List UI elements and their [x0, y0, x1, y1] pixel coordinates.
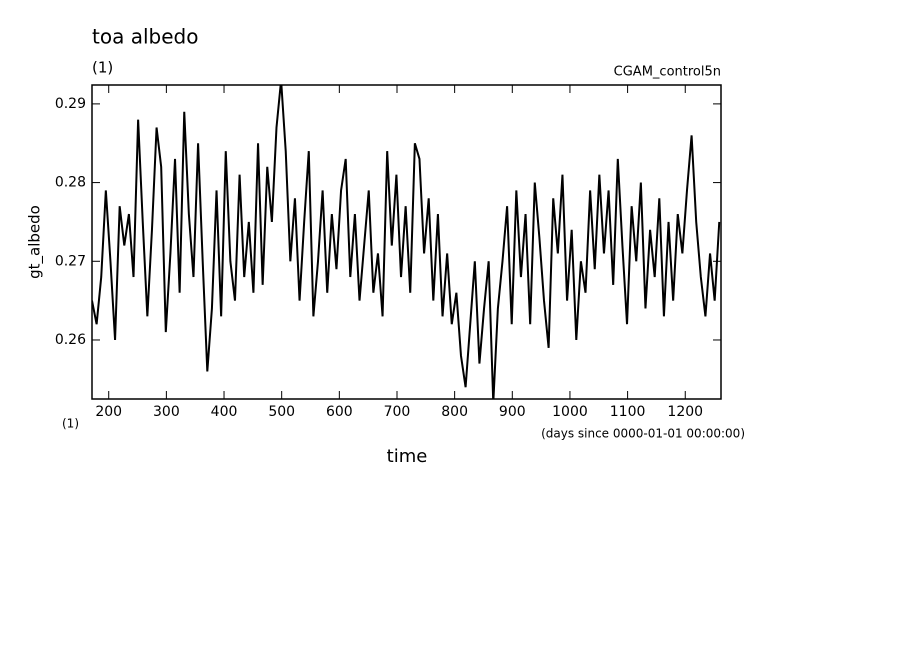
y-tick-label: 0.29 — [55, 96, 86, 112]
chart-title: toa albedo — [92, 25, 198, 49]
x-tick-label: 200 — [95, 404, 122, 420]
x-tick-label: 400 — [211, 404, 238, 420]
plot-frame — [91, 84, 722, 400]
y-tick-label: 0.28 — [55, 175, 86, 191]
x-tick-label: 300 — [153, 404, 180, 420]
x-tick-label: 600 — [326, 404, 353, 420]
x-tick-label: 900 — [499, 404, 526, 420]
x-axis-label: time — [387, 446, 428, 467]
x-tick-label: 800 — [441, 404, 468, 420]
x-tick-label: 500 — [268, 404, 295, 420]
y-units: (1) — [62, 417, 79, 431]
y-tick-label: 0.27 — [55, 253, 86, 269]
x-tick-label: 1000 — [552, 404, 588, 420]
x-tick-label: 1100 — [610, 404, 646, 420]
y-tick-label: 0.26 — [55, 332, 86, 348]
x-tick-label: 1200 — [667, 404, 703, 420]
x-tick-label: 700 — [384, 404, 411, 420]
chart-subtitle: (1) — [92, 59, 113, 77]
x-units: (days since 0000-01-01 00:00:00) — [541, 427, 745, 441]
dataset-label: CGAM_control5n — [614, 65, 721, 80]
y-axis-label: gt_albedo — [26, 205, 45, 279]
data-line — [92, 85, 721, 399]
